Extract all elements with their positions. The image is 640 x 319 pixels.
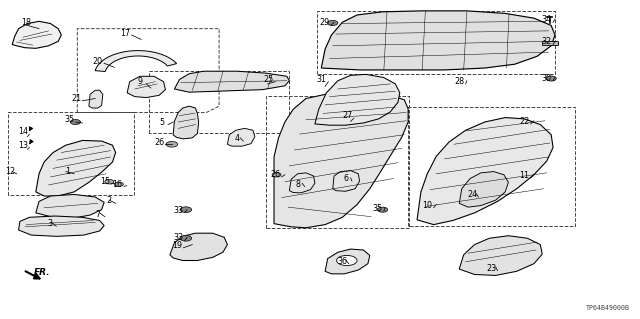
Text: 23: 23 (486, 263, 496, 273)
Circle shape (378, 207, 388, 212)
Bar (542, 41, 558, 45)
Text: 34: 34 (541, 15, 552, 24)
Text: 14: 14 (18, 127, 28, 136)
Polygon shape (274, 92, 408, 228)
Circle shape (272, 173, 281, 177)
Polygon shape (315, 74, 400, 125)
Text: 32: 32 (541, 38, 552, 47)
Text: 36: 36 (337, 257, 348, 266)
Text: 30: 30 (541, 74, 552, 83)
Circle shape (337, 256, 357, 266)
Polygon shape (325, 249, 370, 274)
Text: 31: 31 (317, 75, 327, 84)
Text: 8: 8 (296, 180, 301, 189)
Circle shape (328, 20, 338, 26)
Circle shape (115, 182, 124, 187)
Text: 29: 29 (319, 19, 330, 27)
Polygon shape (36, 140, 116, 196)
Polygon shape (460, 236, 542, 275)
Text: 35: 35 (372, 204, 383, 213)
Text: 18: 18 (21, 19, 31, 27)
Circle shape (105, 180, 114, 184)
Text: 11: 11 (519, 171, 529, 180)
Text: 15: 15 (100, 177, 110, 186)
Text: 25: 25 (264, 75, 274, 84)
Polygon shape (36, 195, 104, 218)
Text: 13: 13 (18, 141, 28, 150)
Polygon shape (227, 128, 255, 146)
Text: 27: 27 (342, 111, 353, 121)
Text: 10: 10 (422, 201, 432, 210)
Text: 22: 22 (519, 117, 529, 126)
Text: 5: 5 (159, 117, 164, 127)
Text: 26: 26 (154, 137, 164, 146)
Polygon shape (173, 106, 198, 139)
Text: 4: 4 (234, 134, 239, 143)
Polygon shape (95, 51, 177, 71)
Text: 16: 16 (113, 180, 123, 189)
Text: 33: 33 (173, 234, 183, 242)
Circle shape (180, 235, 191, 241)
Polygon shape (170, 233, 227, 261)
Polygon shape (127, 76, 166, 98)
Polygon shape (417, 118, 553, 225)
Polygon shape (89, 90, 103, 108)
Text: 20: 20 (93, 56, 103, 65)
Text: FR.: FR. (34, 268, 51, 277)
Text: 9: 9 (138, 77, 143, 86)
Polygon shape (321, 11, 555, 70)
Circle shape (180, 207, 191, 212)
Text: TP64B49000B: TP64B49000B (586, 305, 630, 311)
Text: 6: 6 (343, 174, 348, 183)
Text: 2: 2 (107, 196, 112, 205)
Text: 35: 35 (64, 115, 74, 124)
Circle shape (546, 76, 556, 81)
Text: 1: 1 (65, 167, 70, 176)
Text: 21: 21 (71, 94, 81, 103)
Text: 17: 17 (120, 29, 131, 38)
Polygon shape (289, 173, 315, 193)
Text: 24: 24 (467, 190, 477, 199)
Text: 12: 12 (5, 167, 15, 176)
Polygon shape (12, 21, 61, 48)
Text: 19: 19 (172, 241, 182, 250)
Text: 28: 28 (454, 77, 464, 86)
Polygon shape (19, 216, 104, 236)
Text: 7: 7 (96, 210, 101, 219)
Polygon shape (333, 171, 360, 191)
Circle shape (70, 120, 81, 124)
Text: 33: 33 (173, 206, 183, 215)
Circle shape (166, 141, 177, 147)
Text: 3: 3 (47, 219, 52, 228)
Polygon shape (174, 71, 289, 92)
Text: 26: 26 (270, 170, 280, 179)
Polygon shape (460, 172, 508, 207)
